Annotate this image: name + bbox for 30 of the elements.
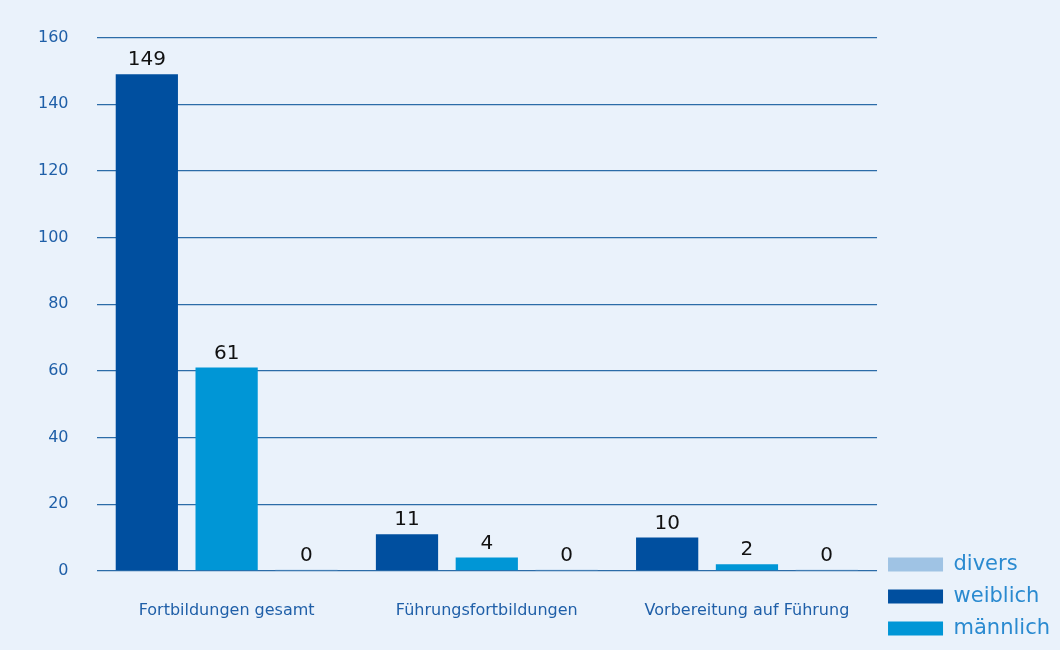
legend-label: weiblich (953, 582, 1040, 607)
data-label: 2 (740, 536, 754, 561)
bar (375, 534, 439, 571)
data-label: 61 (213, 339, 240, 364)
x-tick-label: Führungsfortbildungen (395, 599, 578, 619)
y-tick-label: 60 (48, 360, 69, 380)
x-tick-label: Fortbildungen gesamt (138, 599, 315, 619)
y-tick-label: 20 (48, 493, 69, 513)
y-tick-label: 120 (37, 160, 69, 180)
bar (195, 367, 258, 571)
bar (115, 74, 178, 571)
data-label: 0 (560, 542, 573, 566)
data-label: 10 (654, 509, 680, 534)
y-tick-label: 100 (37, 226, 69, 246)
y-tick-label: 40 (48, 426, 69, 446)
y-tick-label: 0 (58, 559, 69, 579)
y-tick-label: 140 (37, 93, 69, 113)
y-tick-label: 80 (48, 293, 69, 313)
legend-label: männlich (953, 614, 1050, 639)
data-label: 4 (480, 529, 494, 554)
x-tick-label: Vorbereitung auf Führung (644, 599, 850, 619)
data-label: 149 (127, 46, 166, 71)
bar (636, 537, 699, 571)
legend-label: divers (953, 550, 1018, 575)
bar (715, 564, 779, 571)
bar (455, 557, 518, 571)
data-label: 11 (394, 506, 420, 531)
data-label: 0 (820, 542, 834, 566)
y-tick-label: 160 (37, 26, 69, 46)
data-label: 0 (300, 542, 313, 566)
